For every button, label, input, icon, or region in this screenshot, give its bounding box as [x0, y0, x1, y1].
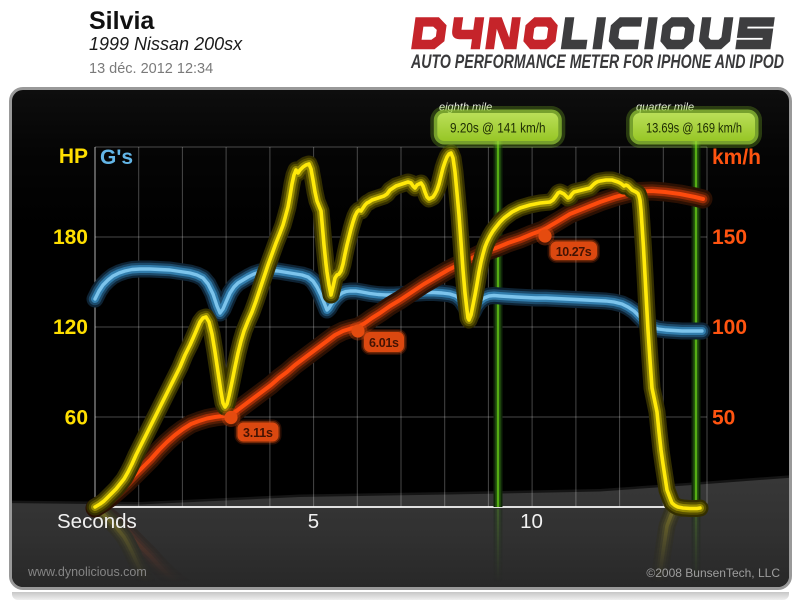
svg-text:km/h: km/h — [712, 146, 761, 169]
svg-text:10.27s: 10.27s — [556, 245, 592, 259]
svg-text:13.69s @ 169 km/h: 13.69s @ 169 km/h — [646, 120, 742, 136]
svg-text:AUTO PERFORMANCE METER FOR IPH: AUTO PERFORMANCE METER FOR IPHONE AND IP… — [410, 51, 784, 73]
svg-text:50: 50 — [712, 407, 735, 430]
svg-text:9.20s @ 141 km/h: 9.20s @ 141 km/h — [450, 120, 546, 136]
svg-text:6.01s: 6.01s — [369, 336, 399, 350]
svg-text:Seconds: Seconds — [57, 510, 137, 533]
svg-text:5: 5 — [308, 510, 319, 533]
svg-text:www.dynolicious.com: www.dynolicious.com — [27, 565, 147, 579]
svg-text:180: 180 — [53, 226, 88, 249]
svg-text:100: 100 — [712, 316, 747, 339]
svg-text:HP: HP — [59, 145, 88, 168]
svg-text:10: 10 — [520, 510, 543, 533]
svg-text:3.11s: 3.11s — [243, 426, 273, 440]
svg-text:150: 150 — [712, 226, 747, 249]
svg-text:G's: G's — [100, 146, 133, 169]
svg-text:120: 120 — [53, 316, 88, 339]
svg-text:60: 60 — [65, 407, 88, 430]
svg-text:©2008 BunsenTech, LLC: ©2008 BunsenTech, LLC — [646, 566, 780, 580]
